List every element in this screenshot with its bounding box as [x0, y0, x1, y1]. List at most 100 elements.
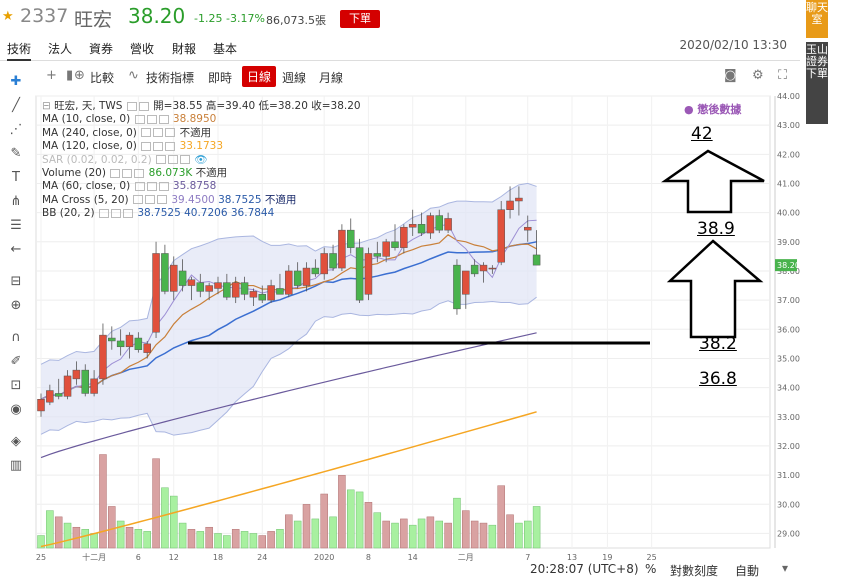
tab-margin[interactable]: 資券 — [89, 42, 114, 56]
magnet-icon[interactable]: ∩ — [11, 330, 21, 345]
x-tick-label: 18 — [213, 553, 223, 562]
tab-basic[interactable]: 基本 — [213, 42, 238, 56]
volume-bar — [249, 533, 258, 549]
annotation-38-2: 38.2 — [699, 334, 737, 354]
lock-drawing-icon[interactable]: ✐ — [10, 354, 22, 369]
brush-icon[interactable]: ✎ — [10, 146, 22, 161]
auto-scale-toggle[interactable]: 自動 — [735, 564, 760, 578]
volume-bar — [400, 518, 408, 549]
drawing-toolbar: ✚ ╱ ⋰ ✎ T ⋔ ☰ ← ⊟ ⊕ ∩ ✐ ⊡ ◉ ◈ ▥ — [0, 66, 32, 486]
legend-macross[interactable]: MA Cross (5, 20) 39.4500 38.7525 不適用 — [42, 194, 361, 207]
legend-ma10[interactable]: MA (10, close, 0) 38.8950 — [42, 113, 361, 126]
intraday-button[interactable]: 即時 — [208, 71, 233, 85]
legend-ohlc: ⊟ 旺宏, 天, TWS 開=38.55 高=39.40 低=38.20 收=3… — [42, 100, 361, 112]
legend-bb[interactable]: BB (20, 2) 38.7525 40.7206 36.7844 — [42, 207, 361, 220]
candle-body — [506, 200, 514, 210]
candle-body — [161, 253, 169, 292]
volume-bar — [462, 510, 470, 549]
ma120-line — [40, 411, 537, 548]
back-arrow-icon[interactable]: ← — [10, 242, 22, 257]
indicators-button[interactable]: 技術指標 — [146, 71, 195, 85]
candle-body — [391, 241, 399, 248]
price-tick-label: 34.00 — [777, 384, 800, 393]
volume-bar — [524, 520, 532, 549]
settings-gear-icon[interactable]: ⚙ — [752, 68, 764, 83]
price-tick-label: 30.00 — [777, 500, 800, 509]
monthly-button[interactable]: 月線 — [319, 71, 344, 85]
crosshair-icon[interactable]: ✚ — [10, 74, 22, 89]
volume-bar — [417, 518, 426, 549]
log-scale-toggle[interactable]: 對數刻度 — [670, 564, 719, 578]
add-symbol-icon[interactable]: + — [46, 68, 57, 83]
volume-bar — [134, 529, 143, 549]
indicator-icon[interactable]: ∿ — [128, 68, 139, 83]
watermark-text: ● 懲後數據 — [684, 103, 742, 116]
daily-button[interactable]: 日線 — [242, 66, 277, 87]
favorite-star-icon[interactable]: ★ — [2, 9, 14, 24]
volume-bar — [497, 485, 505, 549]
x-tick-label: 7 — [525, 553, 530, 562]
info-tabs: 技術 法人 資券 營收 財報 基本 — [0, 38, 800, 61]
compare-button[interactable]: 比較 — [90, 71, 115, 85]
order-button[interactable]: 下單 — [340, 10, 380, 28]
compare-icon[interactable]: ⊕ — [74, 68, 85, 83]
text-icon[interactable]: T — [12, 170, 20, 185]
last-price-label: 38.20 — [777, 261, 800, 270]
legend-ma120[interactable]: MA (120, close, 0) 33.1733 — [42, 140, 361, 153]
pattern-icon[interactable]: ⋔ — [10, 194, 22, 209]
volume-bar — [338, 475, 346, 549]
volume-bar — [125, 526, 134, 549]
legend-volume[interactable]: Volume (20) 86.073K 不適用 — [42, 167, 361, 180]
zoom-icon[interactable]: ⊕ — [10, 298, 22, 313]
tab-revenue[interactable]: 營收 — [130, 42, 155, 56]
price-tick-label: 35.00 — [777, 354, 800, 363]
x-tick-label: 十二月 — [82, 552, 106, 562]
candle-body — [205, 285, 213, 292]
lock-icon[interactable]: ⊡ — [10, 378, 22, 393]
x-tick-label: 6 — [136, 553, 141, 562]
chat-room-button[interactable]: 聊天室 — [806, 0, 828, 38]
volume-bar — [170, 495, 178, 549]
legend-ma240[interactable]: MA (240, close, 0) 不適用 — [42, 127, 361, 140]
volume-bar — [205, 526, 213, 549]
legend-bb-label: BB (20, 2) — [42, 207, 95, 220]
candle-body — [143, 343, 151, 353]
legend-open: 開=38.55 — [153, 100, 203, 112]
layers-icon[interactable]: ◈ — [11, 434, 21, 449]
eye-icon[interactable]: ◉ — [10, 402, 22, 417]
volume-bar — [116, 520, 125, 549]
more-icon[interactable]: ▾ — [782, 561, 789, 575]
ruler-icon[interactable]: ⊟ — [10, 274, 22, 289]
candle-body — [108, 337, 116, 342]
legend-bb-v1: 38.7525 — [137, 207, 181, 220]
trash-icon[interactable]: ▥ — [9, 458, 23, 473]
legend-bb-v2: 40.7206 — [184, 207, 228, 220]
candle-body — [99, 334, 107, 380]
percent-toggle[interactable]: % — [645, 562, 657, 576]
legend-sar[interactable]: SAR (0.02, 0.02, 0.2) 👁 — [42, 153, 208, 166]
candle-body — [355, 247, 364, 301]
tab-financials[interactable]: 財報 — [172, 42, 197, 56]
tab-technical[interactable]: 技術 — [7, 40, 32, 61]
candle-type-icon[interactable]: ▮ — [66, 68, 74, 83]
candle-body — [258, 294, 266, 301]
camera-icon[interactable]: ◙ — [724, 68, 737, 83]
tab-institutional[interactable]: 法人 — [48, 42, 73, 56]
weekly-button[interactable]: 週線 — [282, 71, 307, 85]
volume-bar — [178, 522, 187, 549]
volume-bar — [81, 529, 89, 549]
candle-body — [90, 378, 98, 394]
candle-body — [488, 267, 497, 270]
x-tick-label: 25 — [36, 553, 46, 562]
candle-body — [134, 337, 143, 350]
legend-macross-v3: 不適用 — [264, 193, 297, 206]
fullscreen-icon[interactable]: ⛶ — [778, 68, 788, 83]
bollinger-upper-line — [40, 182, 537, 365]
trend-line-icon[interactable]: ╱ — [12, 98, 20, 113]
fib-icon[interactable]: ⋰ — [9, 122, 23, 137]
legend-ma60[interactable]: MA (60, close, 0) 35.8758 — [42, 180, 361, 193]
forecast-icon[interactable]: ☰ — [10, 218, 22, 233]
legend-ma120-value: 33.1733 — [179, 140, 223, 153]
broker-order-button[interactable]: 玉山證券下單 — [806, 42, 828, 124]
